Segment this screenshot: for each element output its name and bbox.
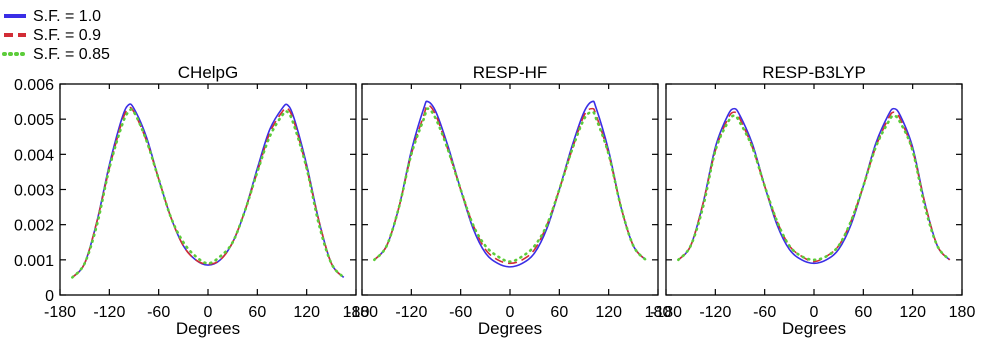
legend-label-sf-0-9: S.F. = 0.9 xyxy=(33,27,101,44)
x-tick-label: -180 xyxy=(44,304,76,321)
legend-entry-sf-1-0: S.F. = 1.0 xyxy=(4,8,101,25)
y-tick-label: 0 xyxy=(45,288,54,305)
series-line-s-f-0-85 xyxy=(71,108,345,279)
panel-title: CHelpG xyxy=(178,63,238,82)
series-line-s-f-0-85 xyxy=(373,107,647,263)
x-tick-label: 60 xyxy=(550,304,568,321)
legend-entry-sf-0-9: S.F. = 0.9 xyxy=(4,27,101,44)
y-tick-label: 0.005 xyxy=(14,112,54,129)
series-line-s-f-1-0 xyxy=(373,100,647,268)
x-tick-label: 180 xyxy=(645,304,672,321)
x-tick-label: 0 xyxy=(506,304,515,321)
y-tick-label: 0.003 xyxy=(14,183,54,200)
x-axis-label: Degrees xyxy=(176,319,240,338)
x-tick-label: -120 xyxy=(93,304,125,321)
x-tick-label: 180 xyxy=(949,304,976,321)
y-tick-label: 0.002 xyxy=(14,218,54,235)
x-tick-label: 180 xyxy=(343,304,370,321)
x-tick-label: 120 xyxy=(899,304,926,321)
x-tick-label: -60 xyxy=(753,304,776,321)
legend-label-sf-0-85: S.F. = 0.85 xyxy=(33,46,110,63)
panel-resp-hf: RESP-HF -180 -120 -60 0 60 120 180 Degrees xyxy=(346,63,671,338)
y-tick-label: 0.006 xyxy=(14,77,54,94)
x-tick-label: 60 xyxy=(854,304,872,321)
series-line-s-f-0-85 xyxy=(677,114,951,262)
x-tick-label: -60 xyxy=(147,304,170,321)
x-tick-label: -120 xyxy=(699,304,731,321)
x-tick-label: -60 xyxy=(449,304,472,321)
y-tick-label: 0.001 xyxy=(14,253,54,270)
legend-entry-sf-0-85: S.F. = 0.85 xyxy=(2,46,110,63)
x-tick-label: -180 xyxy=(346,304,378,321)
x-tick-label: 60 xyxy=(248,304,266,321)
series-line-s-f-1-0 xyxy=(71,103,345,278)
x-tick-label: 0 xyxy=(810,304,819,321)
y-tick-label: 0.004 xyxy=(14,147,54,164)
panel-title: RESP-B3LYP xyxy=(762,63,866,82)
series-line-s-f-0-9 xyxy=(677,111,951,263)
panels: CHelpG -180 -120 -60 0 60 120 180 0 0.001 0.002 0.0… xyxy=(14,63,975,338)
x-tick-label: -120 xyxy=(395,304,427,321)
series-line-s-f-0-9 xyxy=(373,104,647,265)
legend: S.F. = 1.0 S.F. = 0.9 S.F. = 0.85 xyxy=(2,8,110,63)
panel-chelpg: CHelpG -180 -120 -60 0 60 120 180 0 0.001 0.002 0.0… xyxy=(14,63,369,338)
panel-title: RESP-HF xyxy=(473,63,548,82)
x-axis-label: Degrees xyxy=(478,319,542,338)
panel-resp-b3lyp: RESP-B3LYP -180 -120 -60 0 60 120 180 Degrees xyxy=(650,63,975,338)
x-axis-label: Degrees xyxy=(782,319,846,338)
x-tick-label: -180 xyxy=(650,304,682,321)
series-line-s-f-0-9 xyxy=(71,106,345,278)
x-tick-label: 120 xyxy=(595,304,622,321)
series-line-s-f-1-0 xyxy=(677,107,951,265)
x-tick-label: 0 xyxy=(204,304,213,321)
legend-label-sf-1-0: S.F. = 1.0 xyxy=(33,8,101,25)
x-tick-label: 120 xyxy=(293,304,320,321)
